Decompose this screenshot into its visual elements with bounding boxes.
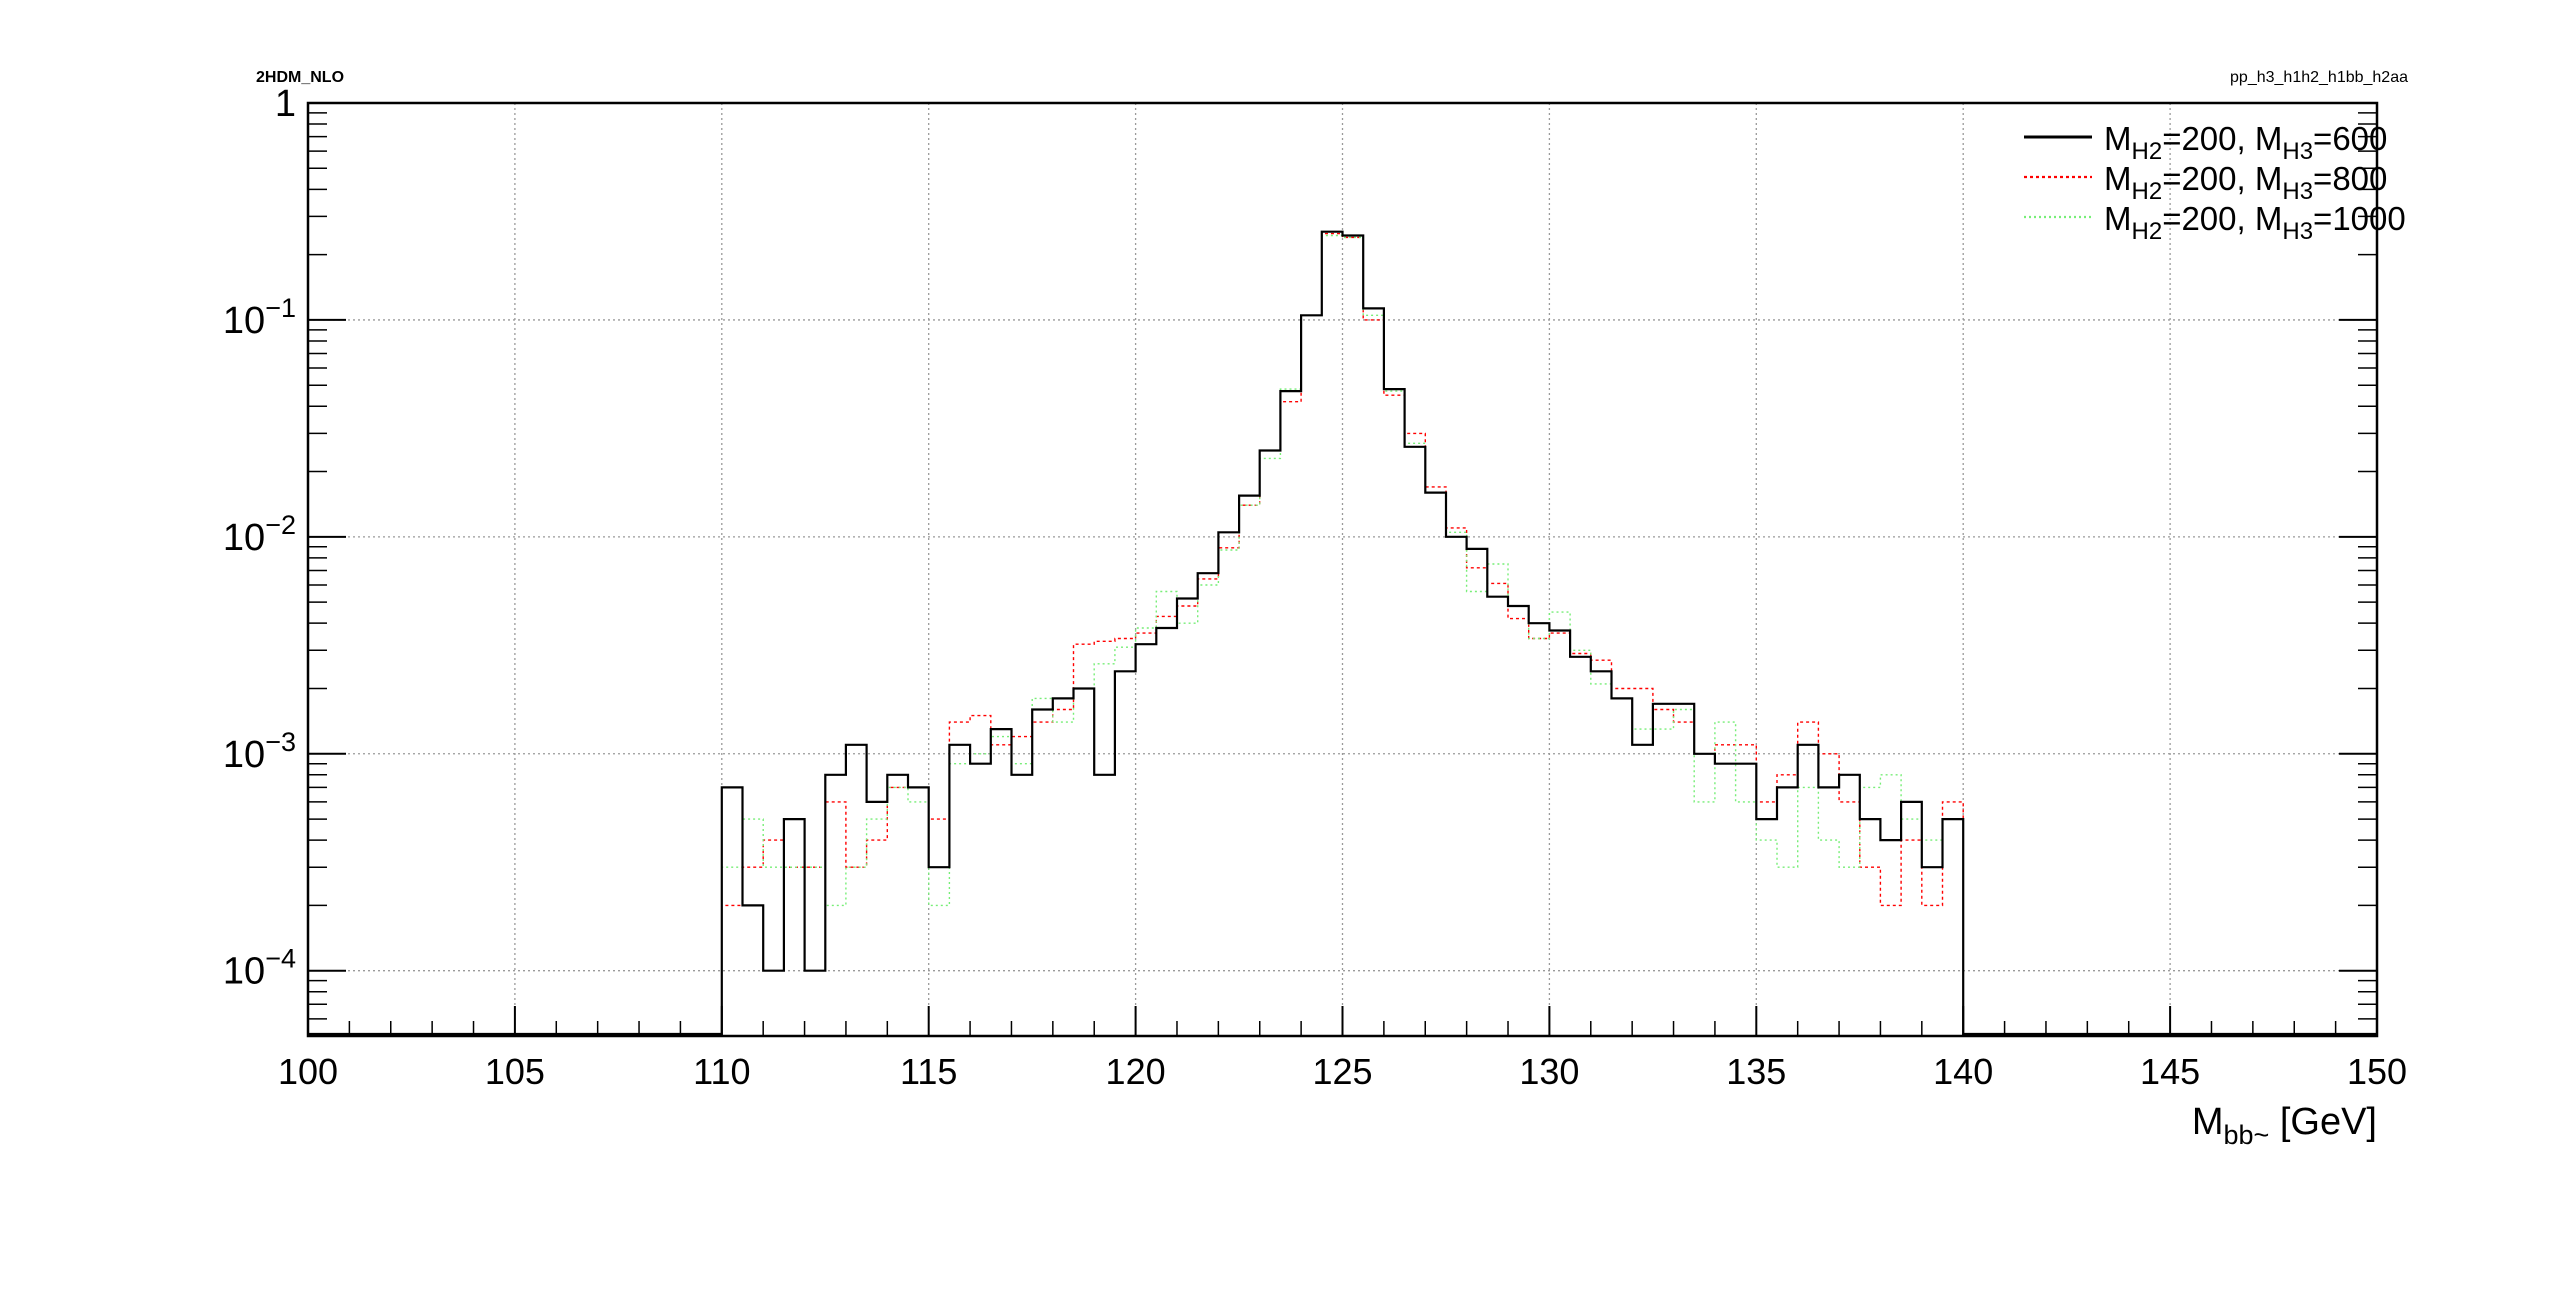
- y-tick-label: 10−1: [223, 293, 296, 342]
- x-axis-title-unit: [GeV]: [2269, 1101, 2377, 1143]
- x-tick-label: 115: [900, 1051, 957, 1092]
- x-tick-labels: 100 105 110 115 120 125 130 135 140 145 150: [278, 1051, 2407, 1092]
- y-tick-label: 10−4: [223, 944, 296, 993]
- chart-corner-label-right: pp_h3_h1h2_h1bb_h2aa: [2230, 69, 2408, 86]
- x-axis-title-main: M: [2192, 1101, 2224, 1143]
- x-tick-label: 150: [2347, 1051, 2407, 1092]
- y-tick-label: 1: [275, 83, 296, 125]
- x-tick-label: 110: [693, 1051, 750, 1092]
- y-tick-label: 10−2: [223, 510, 296, 559]
- x-tick-label: 125: [1312, 1051, 1372, 1092]
- x-tick-label: 130: [1519, 1051, 1579, 1092]
- y-tick-label: 10−3: [223, 727, 296, 776]
- histogram-series-1: [308, 230, 2377, 1036]
- histogram-series: [308, 230, 2377, 1036]
- x-tick-label: 105: [485, 1051, 545, 1092]
- y-tick-labels: 1 10−1 10−2 10−3 10−4: [223, 83, 296, 993]
- x-tick-label: 135: [1726, 1051, 1786, 1092]
- legend-label-2: MH2=200, MH3=800: [2104, 160, 2387, 205]
- chart-corner-label-left: 2HDM_NLO: [256, 69, 345, 86]
- legend-label-1: MH2=200, MH3=600: [2104, 120, 2387, 165]
- legend-label-3: MH2=200, MH3=1000: [2104, 200, 2406, 245]
- x-tick-label: 145: [2140, 1051, 2200, 1092]
- axis-ticks: [307, 102, 2378, 1036]
- x-tick-label: 120: [1106, 1051, 1166, 1092]
- x-tick-label: 140: [1933, 1051, 1993, 1092]
- x-axis-title: Mbb~ [GeV]: [2192, 1101, 2377, 1150]
- x-axis-title-subscript: bb~: [2223, 1120, 2269, 1150]
- x-tick-label: 100: [278, 1051, 338, 1092]
- grid-lines: [308, 103, 2377, 1036]
